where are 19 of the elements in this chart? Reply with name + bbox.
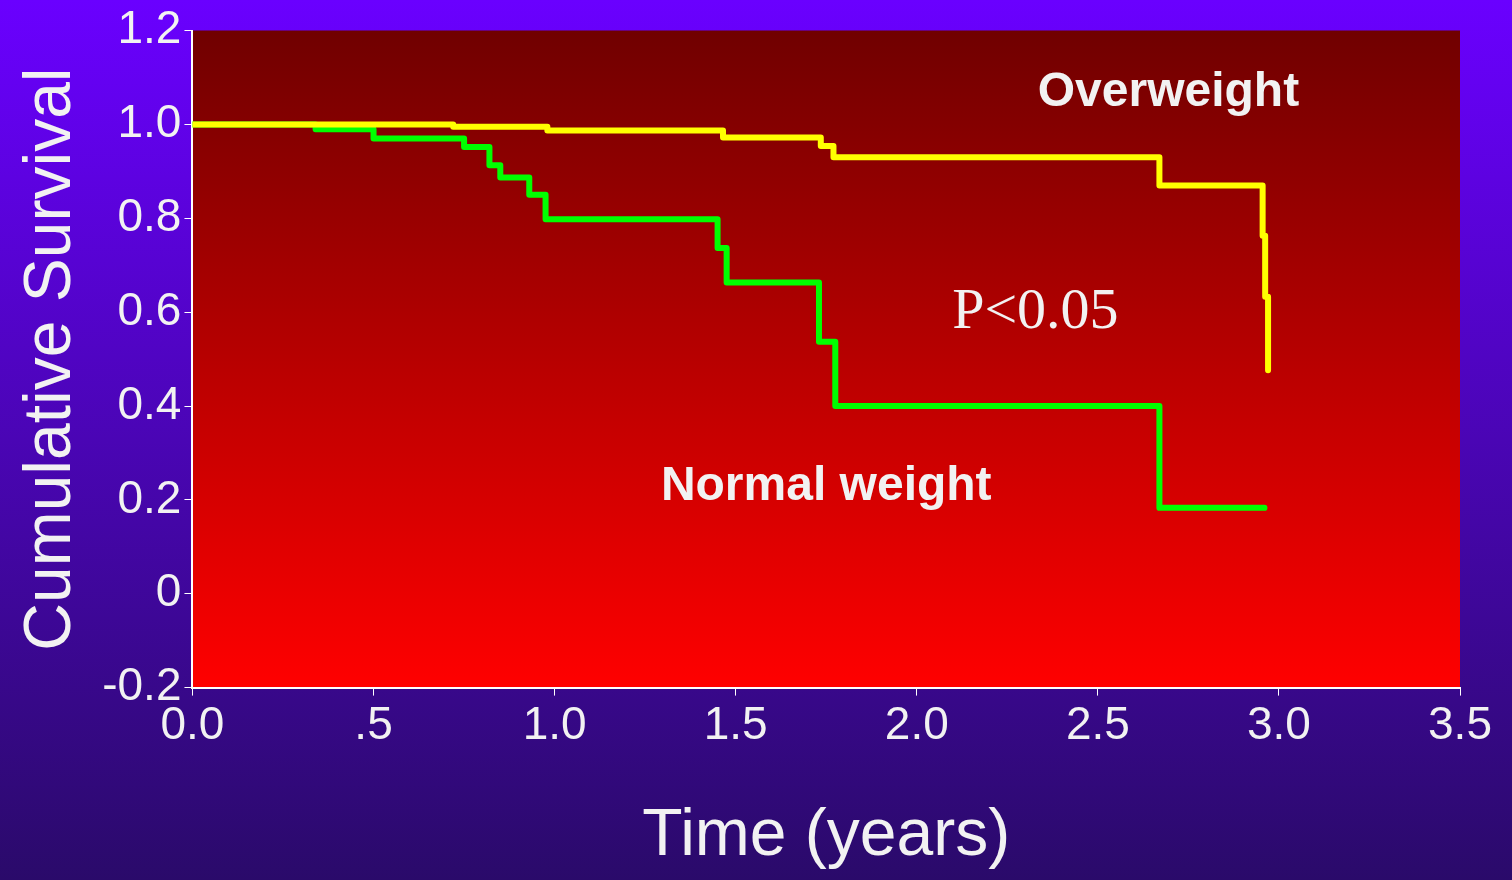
x-tick-label: 1.0: [522, 696, 587, 749]
y-tick-label: 0.4: [117, 376, 182, 429]
y-axis-title: Cumulative Survival: [9, 67, 84, 651]
x-tick-label: .5: [354, 696, 393, 749]
y-tick-label: 0.2: [117, 470, 182, 523]
annotation: P<0.05: [952, 276, 1119, 342]
x-tick-label: 1.5: [703, 696, 768, 749]
series-label: Overweight: [1037, 63, 1300, 117]
x-tick-label: 3.5: [1428, 696, 1492, 749]
x-tick-label: 3.0: [1246, 696, 1311, 749]
y-tick-label: 0: [155, 564, 182, 617]
x-tick-label: 2.0: [884, 696, 949, 749]
y-tick-label: 0.8: [117, 189, 182, 241]
y-tick-label: 1.2: [117, 1, 182, 54]
x-tick-label: 2.5: [1065, 696, 1130, 749]
y-tick-label: 1.0: [117, 95, 182, 148]
series-label: Normal weight: [660, 457, 992, 511]
y-tick-label: 0.6: [117, 282, 182, 335]
x-axis-title: Time (years): [642, 794, 1011, 869]
